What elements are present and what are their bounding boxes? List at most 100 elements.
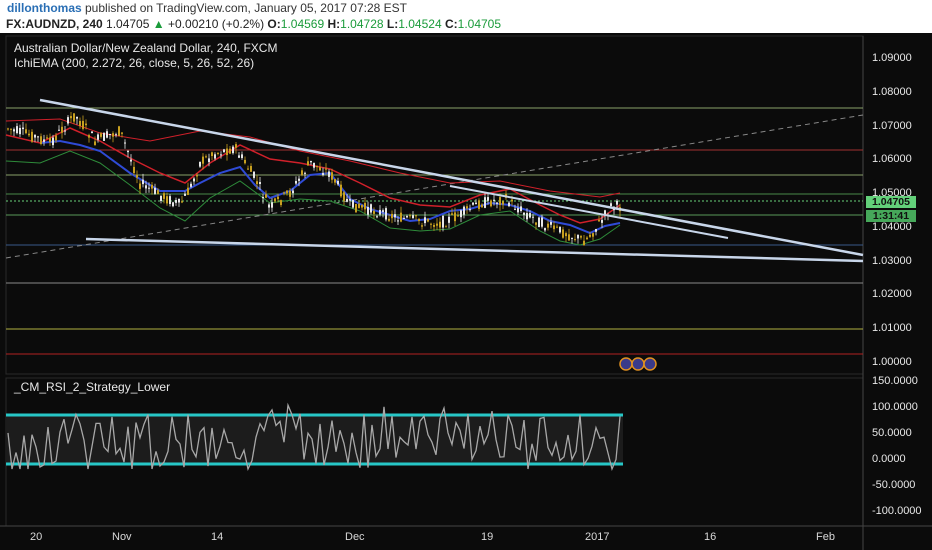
candle-body <box>49 137 51 142</box>
event-flag-icon[interactable] <box>643 357 657 371</box>
candle-body <box>328 171 330 177</box>
publish-info: published on TradingView.com, January 05… <box>81 1 407 15</box>
low-value: 1.04524 <box>398 17 442 31</box>
candle-body <box>559 226 561 233</box>
candle-body <box>565 233 567 237</box>
candle-body <box>511 199 513 202</box>
upper-trendline[interactable] <box>39 98 864 257</box>
candle-body <box>433 224 435 227</box>
candle-body <box>385 208 387 220</box>
event-flag-icon[interactable] <box>619 357 633 371</box>
bar-timer-badge: 1:31:41 <box>866 210 916 222</box>
rsi-tick: 150.0000 <box>872 375 918 387</box>
candle-body <box>517 208 519 213</box>
candle-body <box>151 184 153 189</box>
candle-body <box>397 220 399 222</box>
candle-body <box>52 137 54 146</box>
candle-body <box>400 212 402 222</box>
candle-body <box>457 215 459 217</box>
price-tick: 1.09000 <box>872 52 912 64</box>
candle-body <box>409 215 411 217</box>
candle-body <box>472 202 474 205</box>
candle-body <box>412 215 414 219</box>
candle-body <box>289 190 291 197</box>
event-flag-icon[interactable] <box>631 357 645 371</box>
candle-body <box>571 237 573 239</box>
time-tick: 19 <box>481 531 494 543</box>
candle-body <box>97 134 99 140</box>
inner-trendline[interactable] <box>449 185 729 239</box>
candle-body <box>454 212 456 222</box>
author-link[interactable]: dillonthomas <box>7 1 82 15</box>
candle-body <box>82 120 84 129</box>
time-tick: 16 <box>704 531 717 543</box>
rsi-tick: -100.0000 <box>872 505 922 517</box>
cloud-lower <box>5 150 621 246</box>
candle-body <box>265 194 267 198</box>
chart-canvas[interactable] <box>0 33 932 550</box>
candle-body <box>34 134 36 138</box>
candle-body <box>43 139 45 142</box>
candle-body <box>391 213 393 219</box>
candle-body <box>61 126 63 133</box>
candle-body <box>166 196 168 204</box>
candle-body <box>550 221 552 225</box>
candle-body <box>202 156 204 164</box>
candle-body <box>232 146 234 154</box>
lower-trendline[interactable] <box>85 237 864 263</box>
chart-area[interactable]: Australian Dollar/New Zealand Dollar, 24… <box>0 33 932 550</box>
candle-body <box>79 120 81 126</box>
candle-body <box>448 216 450 223</box>
candle-body <box>310 160 312 163</box>
candle-body <box>484 197 486 208</box>
candle-body <box>229 148 231 154</box>
candle-body <box>115 134 117 136</box>
candle-body <box>424 217 426 224</box>
publish-header: dillonthomas published on TradingView.co… <box>0 0 932 16</box>
candle-body <box>148 187 150 189</box>
candle-body <box>604 210 606 215</box>
candle-body <box>439 221 441 228</box>
price-tick: 1.03000 <box>872 255 912 267</box>
open-label: O: <box>267 17 281 31</box>
candle-body <box>31 131 33 142</box>
candle-body <box>526 213 528 220</box>
time-tick: 2017 <box>585 531 610 543</box>
candle-body <box>574 239 576 241</box>
change-up-icon: ▲ <box>152 17 165 31</box>
candle-body <box>529 213 531 218</box>
dashed-trendline[interactable] <box>5 114 864 259</box>
candle-body <box>430 223 432 225</box>
candle-body <box>541 217 543 227</box>
candle-body <box>241 154 243 159</box>
candle-body <box>610 203 612 207</box>
candle-body <box>238 155 240 158</box>
candle-body <box>256 181 258 185</box>
candle-body <box>280 200 282 206</box>
time-tick: Nov <box>112 531 132 543</box>
candle-body <box>481 204 483 208</box>
high-value: 1.04728 <box>340 17 384 31</box>
candle-body <box>262 197 264 199</box>
candle-body <box>46 137 48 139</box>
candle-body <box>181 201 183 203</box>
candle-body <box>577 234 579 239</box>
rsi-line <box>7 402 621 472</box>
candle-body <box>7 128 9 130</box>
candle-body <box>157 190 159 195</box>
candle-body <box>40 136 42 145</box>
candle-body <box>319 167 321 171</box>
candle-body <box>88 135 90 138</box>
rsi-indicator-title: _CM_RSI_2_Strategy_Lower <box>14 380 171 394</box>
candlestick-series <box>7 111 621 246</box>
candle-body <box>193 178 195 182</box>
candle-body <box>196 175 198 177</box>
candle-body <box>544 228 546 231</box>
candle-body <box>250 166 252 172</box>
candle-body <box>445 226 447 228</box>
candle-body <box>568 234 570 241</box>
candle-body <box>37 136 39 138</box>
candle-body <box>598 219 600 222</box>
candle-body <box>466 206 468 209</box>
high-label: H: <box>327 17 341 31</box>
